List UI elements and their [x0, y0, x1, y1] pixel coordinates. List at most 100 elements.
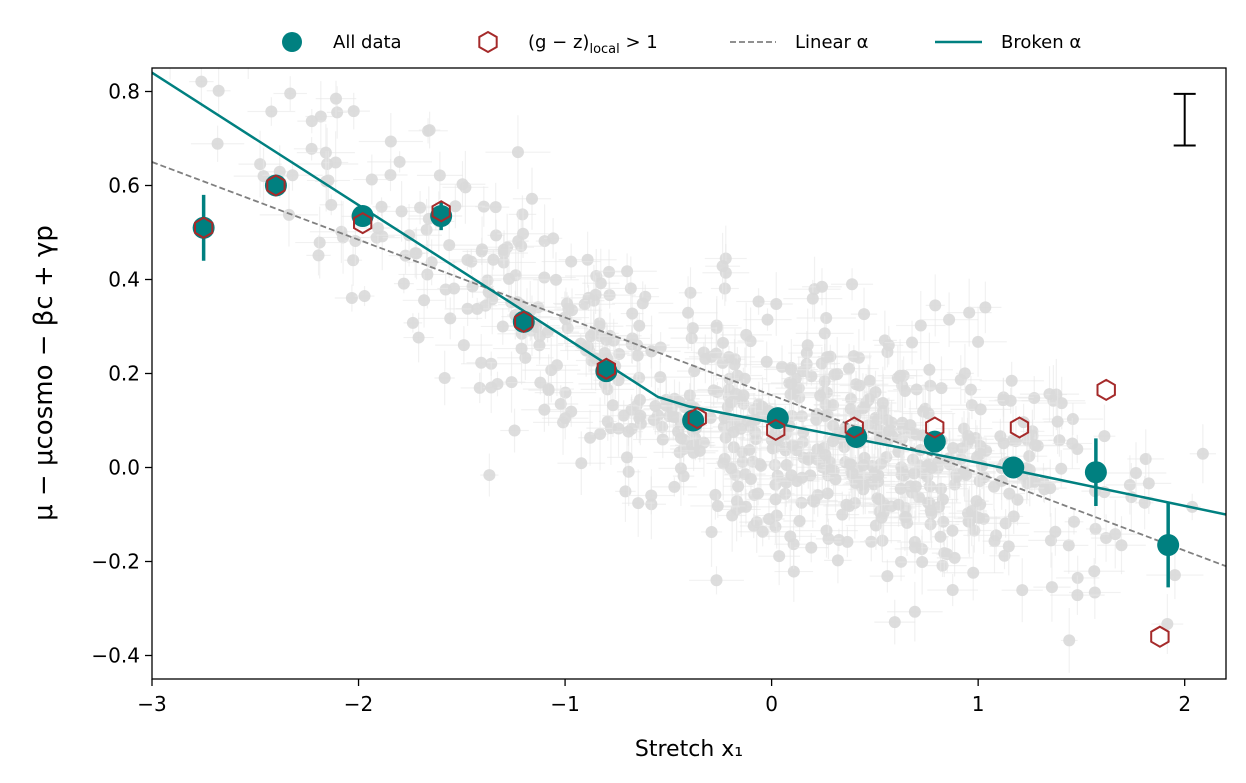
background-point: [1005, 374, 1018, 387]
background-point: [622, 465, 635, 478]
background-point: [483, 469, 496, 482]
background-point: [481, 274, 494, 287]
x-tick-label: 1: [972, 692, 985, 716]
background-point: [1168, 569, 1181, 582]
background-point: [490, 229, 503, 242]
background-point: [821, 487, 834, 500]
background-point: [737, 389, 750, 402]
background-point: [471, 302, 484, 315]
all-data-point: [923, 430, 946, 453]
background-point: [600, 333, 613, 346]
background-point: [371, 222, 384, 235]
background-point: [584, 330, 597, 343]
background-point: [1044, 482, 1057, 495]
background-point: [988, 535, 1001, 548]
background-point: [365, 173, 378, 186]
all-data-point: [351, 205, 374, 228]
background-point: [384, 135, 397, 148]
background-point: [1109, 528, 1122, 541]
background-point: [1139, 452, 1152, 465]
background-point: [820, 312, 833, 325]
background-point: [963, 306, 976, 319]
background-point: [738, 372, 751, 385]
background-point: [946, 584, 959, 597]
background-point: [869, 386, 882, 399]
background-point: [836, 508, 849, 521]
background-point: [822, 532, 835, 545]
background-point: [814, 389, 827, 402]
background-point: [881, 414, 894, 427]
fit-lines: [152, 71, 1226, 568]
background-point: [785, 469, 798, 482]
gz-point: [514, 310, 534, 333]
background-point: [444, 312, 457, 325]
background-point: [448, 282, 461, 295]
gz-point: [353, 211, 373, 235]
background-point: [1029, 439, 1042, 452]
background-point: [438, 371, 451, 384]
background-point: [497, 243, 510, 256]
background-point: [242, 48, 254, 60]
x-tick-label: 2: [1178, 692, 1191, 716]
background-point: [489, 201, 502, 214]
background-point: [515, 342, 528, 355]
background-point: [668, 480, 681, 493]
background-point: [329, 156, 342, 169]
y-tick-label: 0.2: [108, 362, 140, 386]
background-point: [594, 277, 607, 290]
background-point: [740, 328, 753, 341]
legend: All data (g − z)local > 1 Linear α Broke…: [282, 30, 1081, 57]
background-point: [718, 282, 731, 295]
background-point: [747, 519, 760, 532]
background-point: [965, 504, 978, 517]
background-point: [722, 350, 735, 363]
y-tick-label: 0.0: [108, 456, 140, 480]
background-point: [414, 201, 427, 214]
background-point: [282, 208, 295, 221]
background-point: [960, 468, 973, 481]
background-point: [631, 349, 644, 362]
background-point: [636, 297, 649, 310]
background-point: [858, 308, 871, 321]
y-tick-label: 0.8: [108, 80, 140, 104]
background-point: [752, 487, 765, 500]
background-point: [594, 427, 607, 440]
background-point: [1016, 584, 1029, 597]
background-point: [769, 493, 782, 506]
background-point: [549, 273, 562, 286]
background-point: [873, 493, 886, 506]
all-data-point: [430, 205, 453, 228]
background-point: [1066, 437, 1079, 450]
background-point: [840, 498, 853, 511]
background-point: [899, 385, 912, 398]
background-point: [545, 364, 558, 377]
legend-label-linear: Linear α: [795, 32, 869, 53]
all-data-point: [192, 216, 215, 239]
background-points: [169, 48, 1217, 673]
background-point: [831, 554, 844, 567]
background-point: [1138, 496, 1151, 509]
background-point: [805, 541, 818, 554]
background-point: [423, 124, 436, 137]
background-point: [801, 339, 814, 352]
background-point: [761, 313, 774, 326]
background-point: [370, 231, 383, 244]
background-point: [384, 169, 397, 182]
background-point: [1063, 634, 1076, 647]
background-point: [892, 498, 905, 511]
background-point: [649, 400, 662, 413]
all-data-point: [766, 407, 789, 430]
background-point: [584, 431, 597, 444]
background-point: [923, 363, 936, 376]
background-point: [331, 106, 344, 119]
legend-label-gz: (g − z)local > 1: [528, 32, 658, 57]
background-point: [406, 316, 419, 329]
background-point: [760, 355, 773, 368]
background-point: [1129, 466, 1142, 479]
background-point: [674, 432, 687, 445]
background-point: [632, 497, 645, 510]
background-point: [654, 371, 667, 384]
background-point: [1002, 540, 1015, 553]
background-point: [345, 292, 358, 305]
